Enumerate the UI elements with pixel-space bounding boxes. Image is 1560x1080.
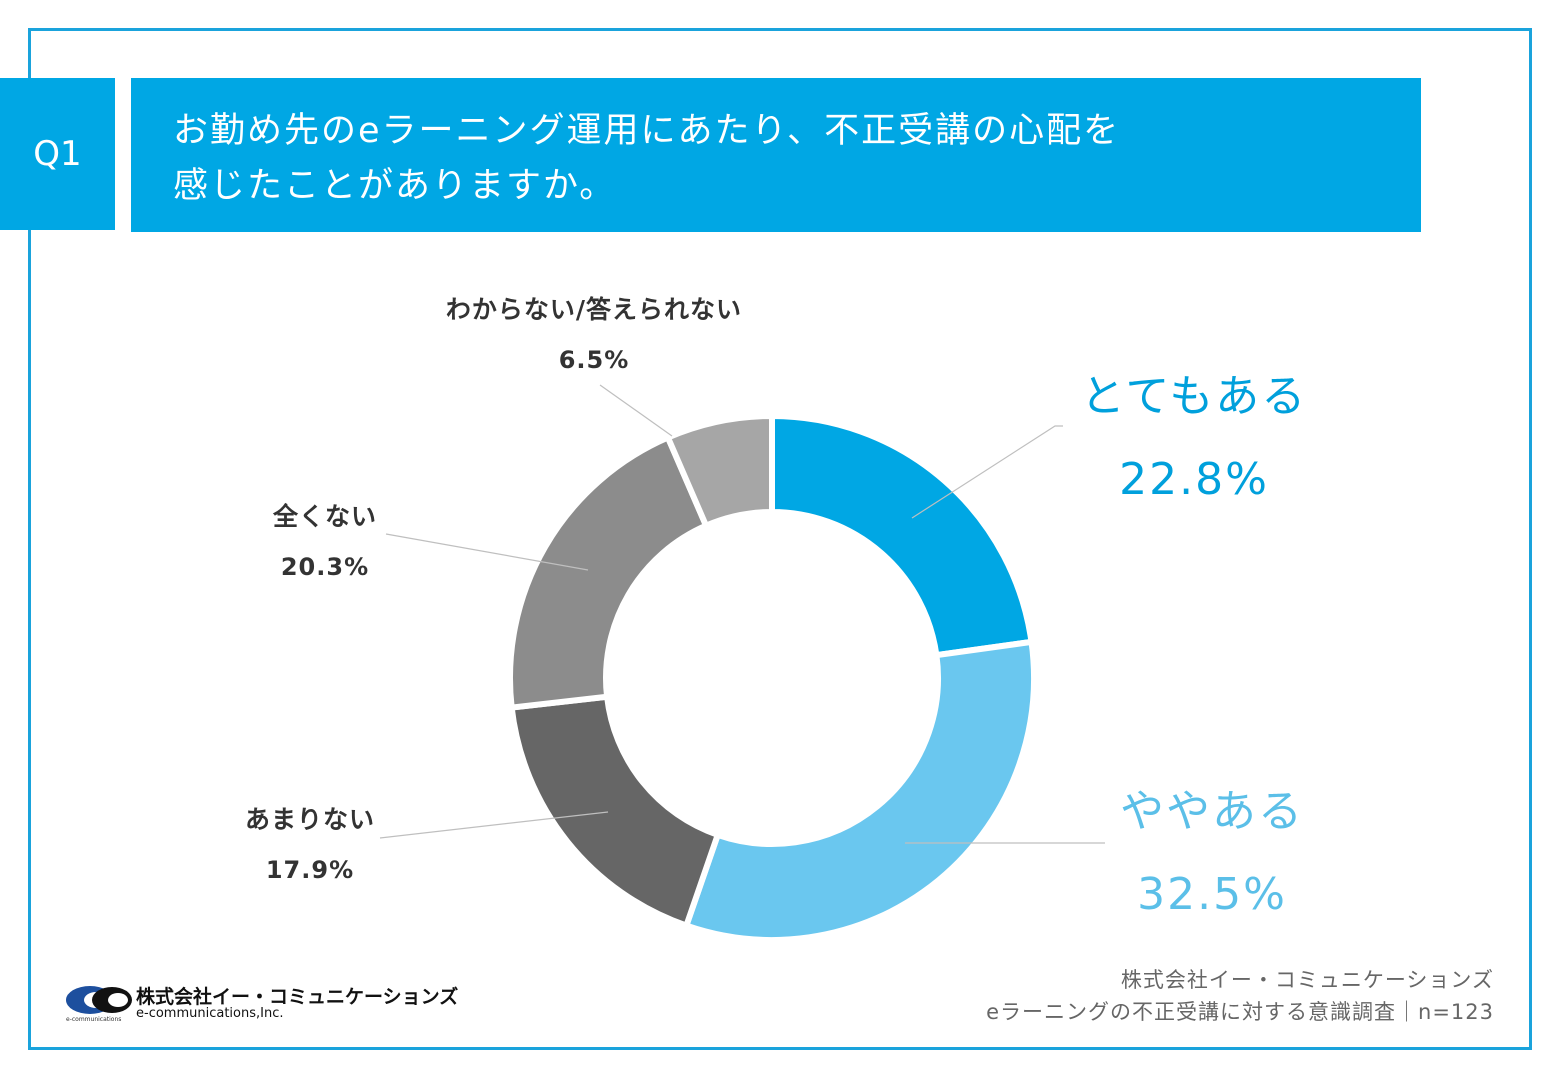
slice-yaya-aru [682, 638, 1037, 943]
leader-line-amari-nai [379, 811, 609, 839]
value-label: 17.9% [265, 856, 355, 884]
logo-mark-icon [66, 986, 132, 1014]
value-label: 6.5% [558, 346, 630, 374]
chart-frame [28, 28, 1532, 1050]
slice-label-amari-nai: あまりない 17.9% [230, 800, 390, 884]
slice-label-mattaku-nai: 全くない 20.3% [240, 497, 410, 581]
logo-name-en: e-communications,Inc. [136, 1006, 284, 1021]
leader-line-wakaranai [599, 384, 673, 437]
slice-label-yaya-aru: ややある 32.5% [1082, 775, 1342, 920]
question-number-badge: Q1 [0, 78, 115, 230]
source-company: 株式会社イー・コミュニケーションズ [1120, 968, 1494, 992]
slice-label-totemo-aru: とてもある 22.8% [1064, 360, 1324, 505]
leader-line-totemo-aru [911, 425, 1063, 519]
question-title-line-2: 感じたことがありますか。 [173, 166, 617, 206]
source-note: 株式会社イー・コミュニケーションズ eラーニングの不正受講に対する意識調査｜n=… [986, 964, 1494, 1028]
category-label: あまりない [244, 805, 375, 834]
slice-label-wakaranai: わからない/答えられない 6.5% [434, 290, 754, 374]
slice-wakaranai [664, 412, 775, 530]
slice-totemo-aru [769, 412, 1035, 659]
category-label: 全くない [272, 502, 377, 531]
category-label: とてもある [1080, 371, 1308, 422]
company-logo: 株式会社イー・コミュニケーションズ e-communications,Inc. … [66, 980, 458, 1024]
source-survey: eラーニングの不正受講に対する意識調査｜n=123 [986, 1000, 1494, 1024]
value-label: 32.5% [1137, 869, 1287, 920]
value-label: 20.3% [280, 553, 370, 581]
slice-mattaku-nai [507, 433, 711, 711]
value-label: 22.8% [1119, 454, 1269, 505]
question-title: お勤め先のeラーニング運用にあたり、不正受講の心配を 感じたことがありますか。 [131, 78, 1421, 232]
leader-line-mattaku-nai [385, 533, 589, 571]
category-label: わからない/答えられない [445, 295, 743, 324]
slice-amari-nai [508, 693, 722, 930]
category-label: ややある [1120, 786, 1304, 837]
question-title-line-1: お勤め先のeラーニング運用にあたり、不正受講の心配を [173, 111, 1121, 151]
question-number: Q1 [33, 134, 82, 174]
logo-tagline: e-communications [66, 1016, 122, 1023]
logo-name-jp: 株式会社イー・コミュニケーションズ [136, 986, 459, 1008]
